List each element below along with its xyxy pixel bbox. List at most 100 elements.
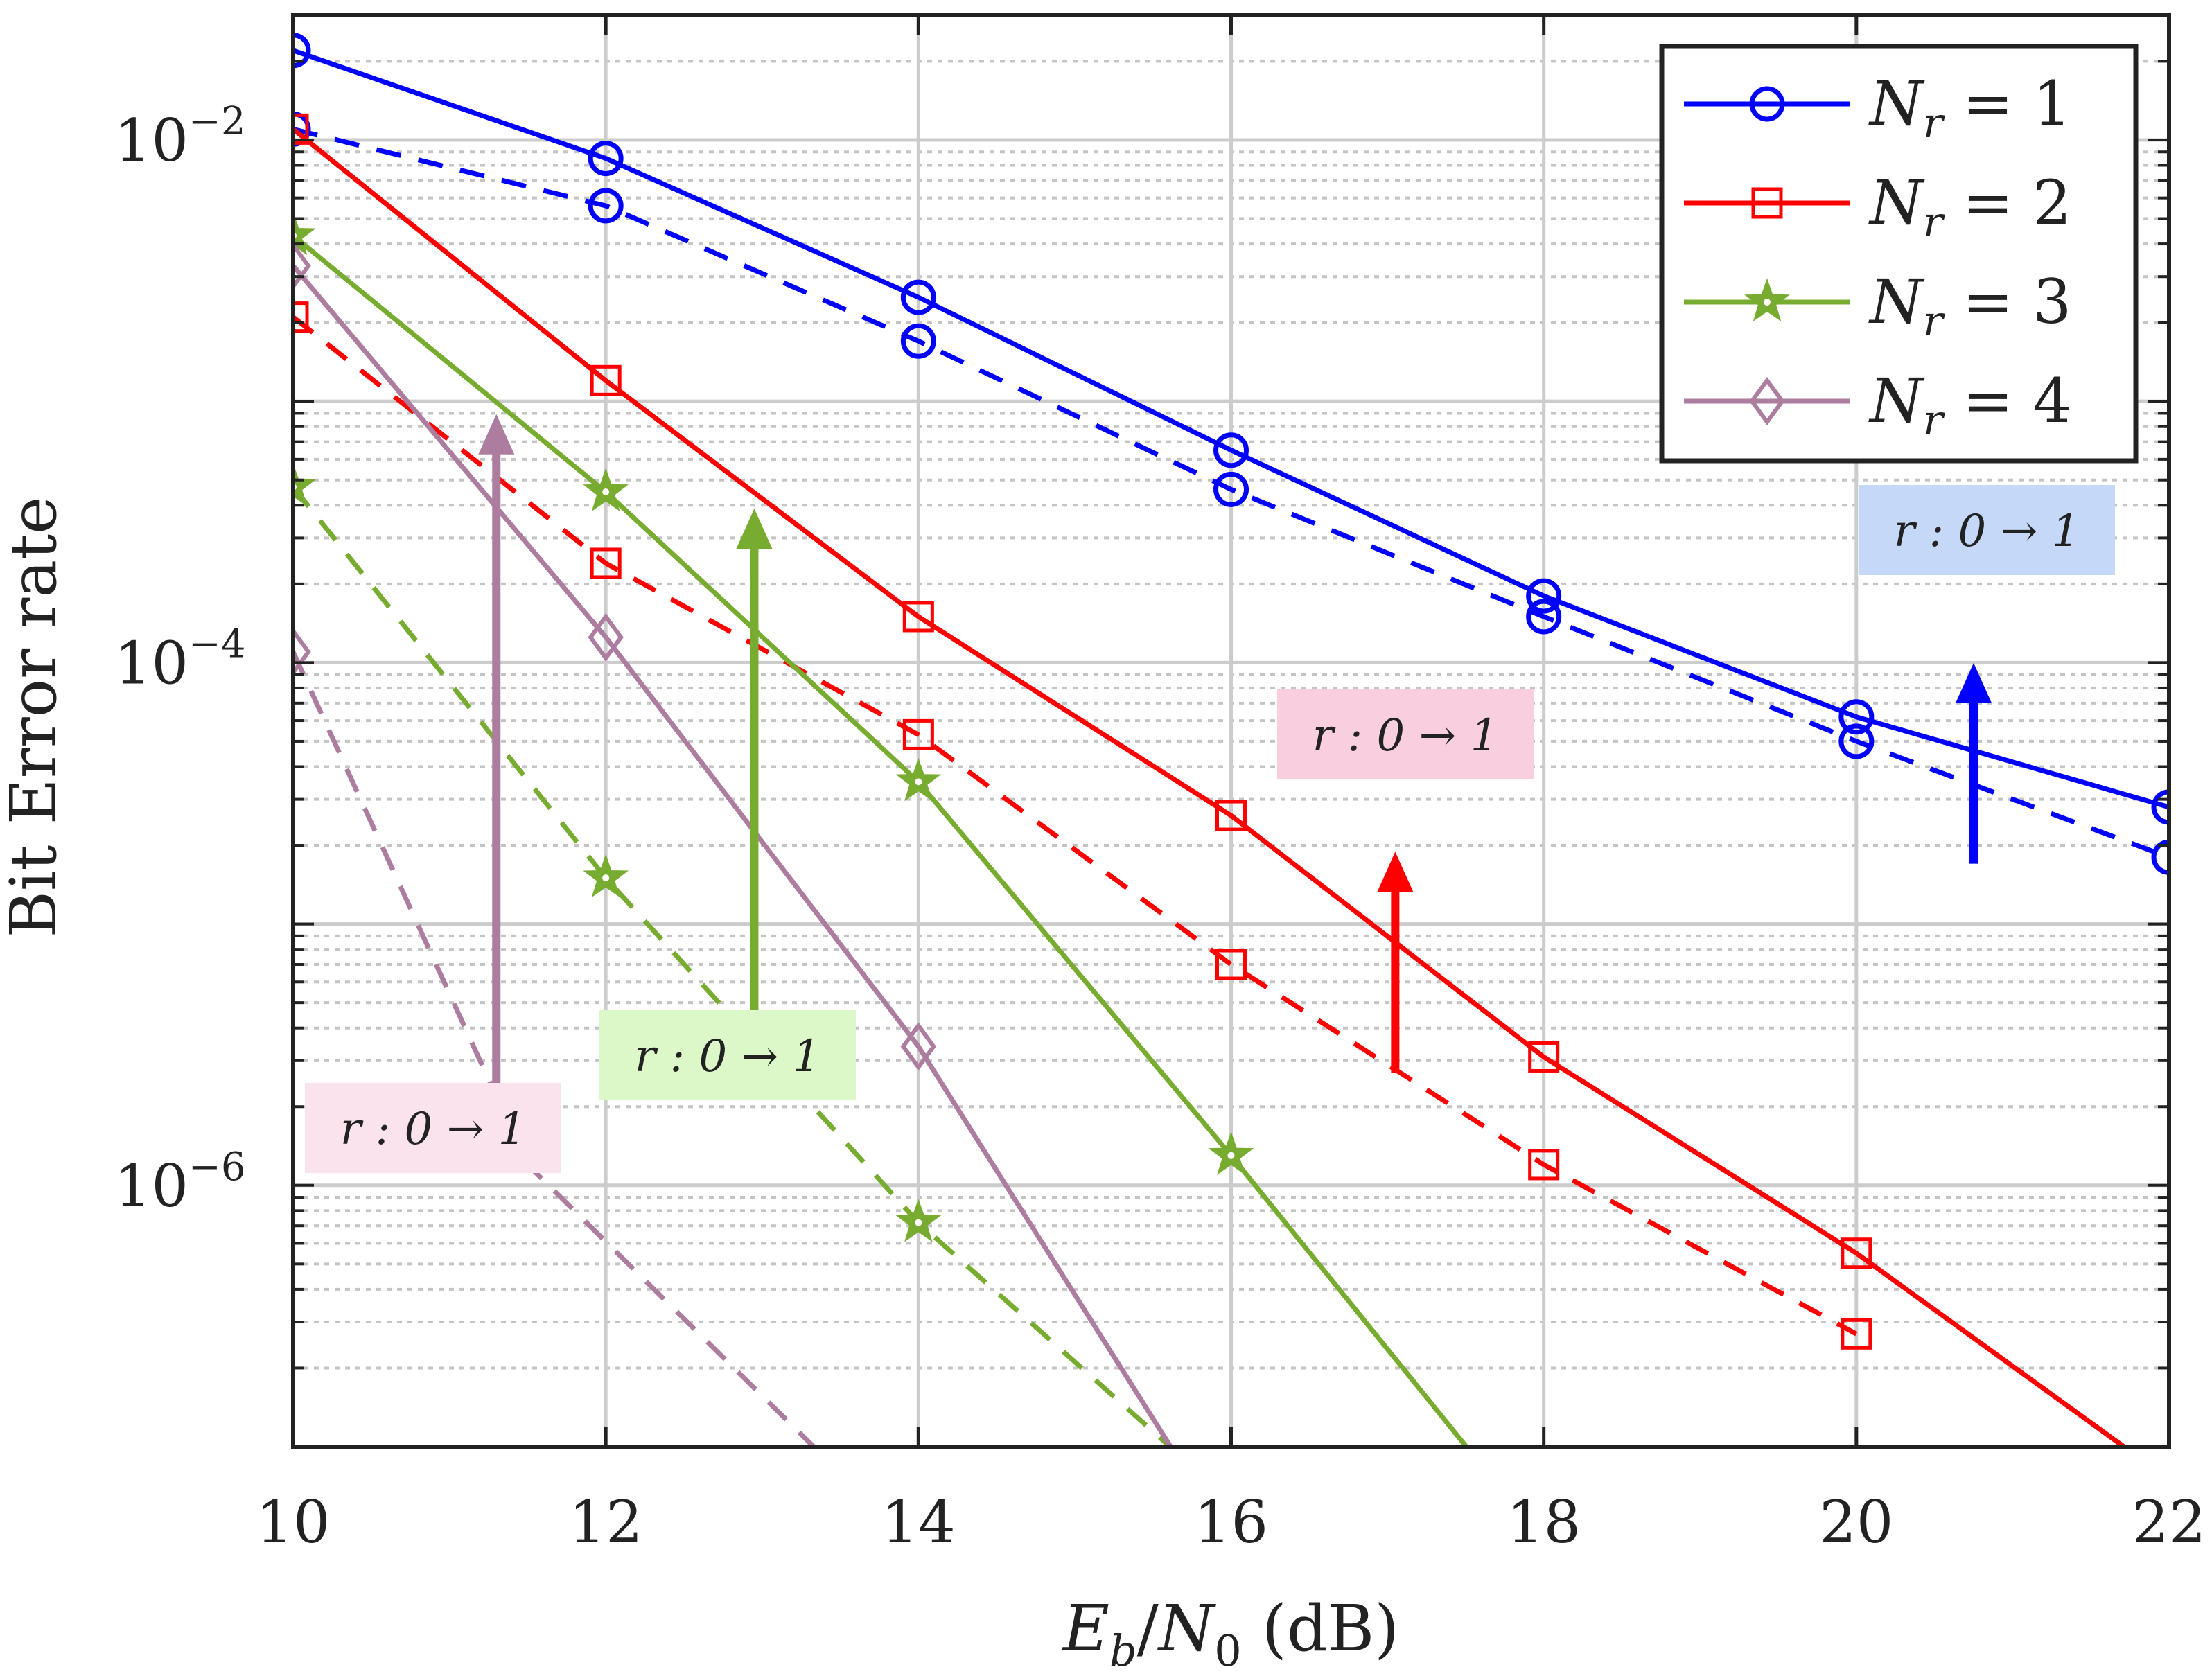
x-axis-label-part: 0 xyxy=(1214,1625,1241,1676)
legend-label: Nr = 3 xyxy=(1868,266,2071,346)
marker-square xyxy=(1528,1149,1560,1181)
annotation-3: r : 0 → 1 xyxy=(305,414,561,1173)
legend-label-subscript: r xyxy=(1923,198,1945,247)
legend-label-symbol: N xyxy=(1868,68,1925,139)
y-axis-label: Bit Error rate xyxy=(0,496,71,937)
annotation-1: r : 0 → 1 xyxy=(1277,689,1534,1073)
marker-diamond xyxy=(293,241,311,290)
x-axis-label-part: (dB) xyxy=(1242,1591,1400,1666)
series-line xyxy=(293,264,1174,1447)
marker-square xyxy=(590,364,622,396)
legend-label-subscript: r xyxy=(1923,297,1945,346)
x-tick-label: 14 xyxy=(881,1488,956,1556)
marker-circle xyxy=(900,323,936,359)
x-axis-label-part: b xyxy=(1109,1625,1137,1676)
marker-square xyxy=(1841,1237,1872,1269)
legend-label-value: = 4 xyxy=(1943,365,2072,436)
series-6 xyxy=(293,241,1174,1447)
series-line xyxy=(293,315,1858,1337)
annotation-box xyxy=(1277,689,1534,779)
legend-entry: Nr = 4 xyxy=(1684,365,2071,445)
marker-star-center xyxy=(1764,299,1771,306)
marker-circle xyxy=(900,279,936,315)
marker-diamond xyxy=(1749,376,1785,426)
legend-entry: Nr = 3 xyxy=(1684,266,2071,346)
marker-square xyxy=(293,301,309,333)
annotation-arrow-head xyxy=(1956,662,1992,703)
marker-square xyxy=(1215,949,1247,980)
marker-circle xyxy=(1213,432,1249,468)
annotation-arrow-head xyxy=(478,414,515,455)
legend: Nr = 1Nr = 2Nr = 3Nr = 4 xyxy=(1659,44,2139,464)
marker-circle xyxy=(1526,578,1562,614)
marker-square xyxy=(590,547,622,579)
annotation-arrow-head xyxy=(736,509,773,549)
legend-label-subscript: r xyxy=(1923,99,1945,148)
marker-circle xyxy=(1838,723,1875,759)
annotation-2: r : 0 → 1 xyxy=(599,509,856,1100)
series-line xyxy=(293,48,2169,810)
series-line xyxy=(293,127,2169,860)
marker-square xyxy=(1841,1318,1872,1350)
marker-square xyxy=(1215,800,1247,831)
y-tick-exponent: −2 xyxy=(188,99,246,144)
annotation-label: r : 0 → 1 xyxy=(1894,506,2080,557)
marker-square xyxy=(293,113,309,145)
annotation-box xyxy=(1859,485,2115,575)
series-0 xyxy=(293,33,2169,825)
x-axis-label: Eb/N0 (dB) xyxy=(1062,1591,1399,1676)
legend-box xyxy=(1659,44,2139,464)
x-axis-label-part: N xyxy=(1157,1591,1217,1666)
annotation-box xyxy=(599,1010,856,1100)
x-tick-label: 20 xyxy=(1819,1488,1893,1556)
marker-star-center xyxy=(602,874,610,882)
annotation-box xyxy=(305,1083,561,1173)
annotation-label: r : 0 → 1 xyxy=(340,1104,527,1155)
legend-label: Nr = 2 xyxy=(1868,167,2071,247)
y-tick-label: 10−6 xyxy=(114,1145,245,1220)
legend-entry: Nr = 2 xyxy=(1684,167,2071,247)
marker-diamond xyxy=(900,1022,937,1071)
marker-circle xyxy=(1213,471,1249,507)
y-tick-exponent: −6 xyxy=(188,1145,246,1190)
marker-square xyxy=(902,601,934,633)
series-2 xyxy=(293,113,2128,1447)
marker-star xyxy=(293,463,316,506)
legend-label-subscript: r xyxy=(1923,396,1945,445)
marker-circle xyxy=(1838,699,1875,735)
legend-label-value: = 1 xyxy=(1943,68,2072,139)
annotation-label: r : 0 → 1 xyxy=(1313,710,1499,761)
annotation-layer: r : 0 → 1 r : 0 → 1 r : 0 → 1 r : 0 → 1 xyxy=(305,414,2115,1173)
legend-label-value: = 2 xyxy=(1943,167,2072,238)
marker-square xyxy=(1751,187,1783,219)
x-tick-label: 22 xyxy=(2132,1488,2206,1556)
marker-circle xyxy=(293,33,311,69)
marker-star-center xyxy=(915,778,922,786)
annotation-label: r : 0 → 1 xyxy=(635,1031,821,1082)
marker-square xyxy=(1528,1041,1560,1073)
legend-label-value: = 3 xyxy=(1943,266,2072,337)
annotation-0: r : 0 → 1 xyxy=(1859,485,2115,864)
legend-label: Nr = 1 xyxy=(1868,68,2071,148)
marker-circle xyxy=(588,141,624,177)
annotation-arrow-head xyxy=(1377,852,1414,892)
marker-diamond xyxy=(588,612,624,662)
y-tick-exponent: −4 xyxy=(188,621,246,667)
x-tick-label: 16 xyxy=(1194,1488,1268,1556)
marker-circle xyxy=(2151,839,2169,875)
y-tick-label: 10−2 xyxy=(114,99,245,175)
marker-circle xyxy=(2151,789,2169,825)
series-line xyxy=(293,127,2128,1447)
x-axis-label-part: / xyxy=(1137,1591,1159,1666)
marker-star-center xyxy=(915,1219,922,1226)
x-tick-label: 18 xyxy=(1507,1488,1581,1556)
x-axis-label-part: E xyxy=(1062,1591,1109,1666)
legend-label-symbol: N xyxy=(1868,365,1925,436)
marker-diamond xyxy=(293,627,311,676)
y-tick-label: 10−4 xyxy=(114,621,245,697)
series-1 xyxy=(293,111,2169,875)
legend-entry: Nr = 1 xyxy=(1684,68,2071,148)
marker-star-center xyxy=(602,488,610,495)
legend-label-symbol: N xyxy=(1868,167,1925,238)
